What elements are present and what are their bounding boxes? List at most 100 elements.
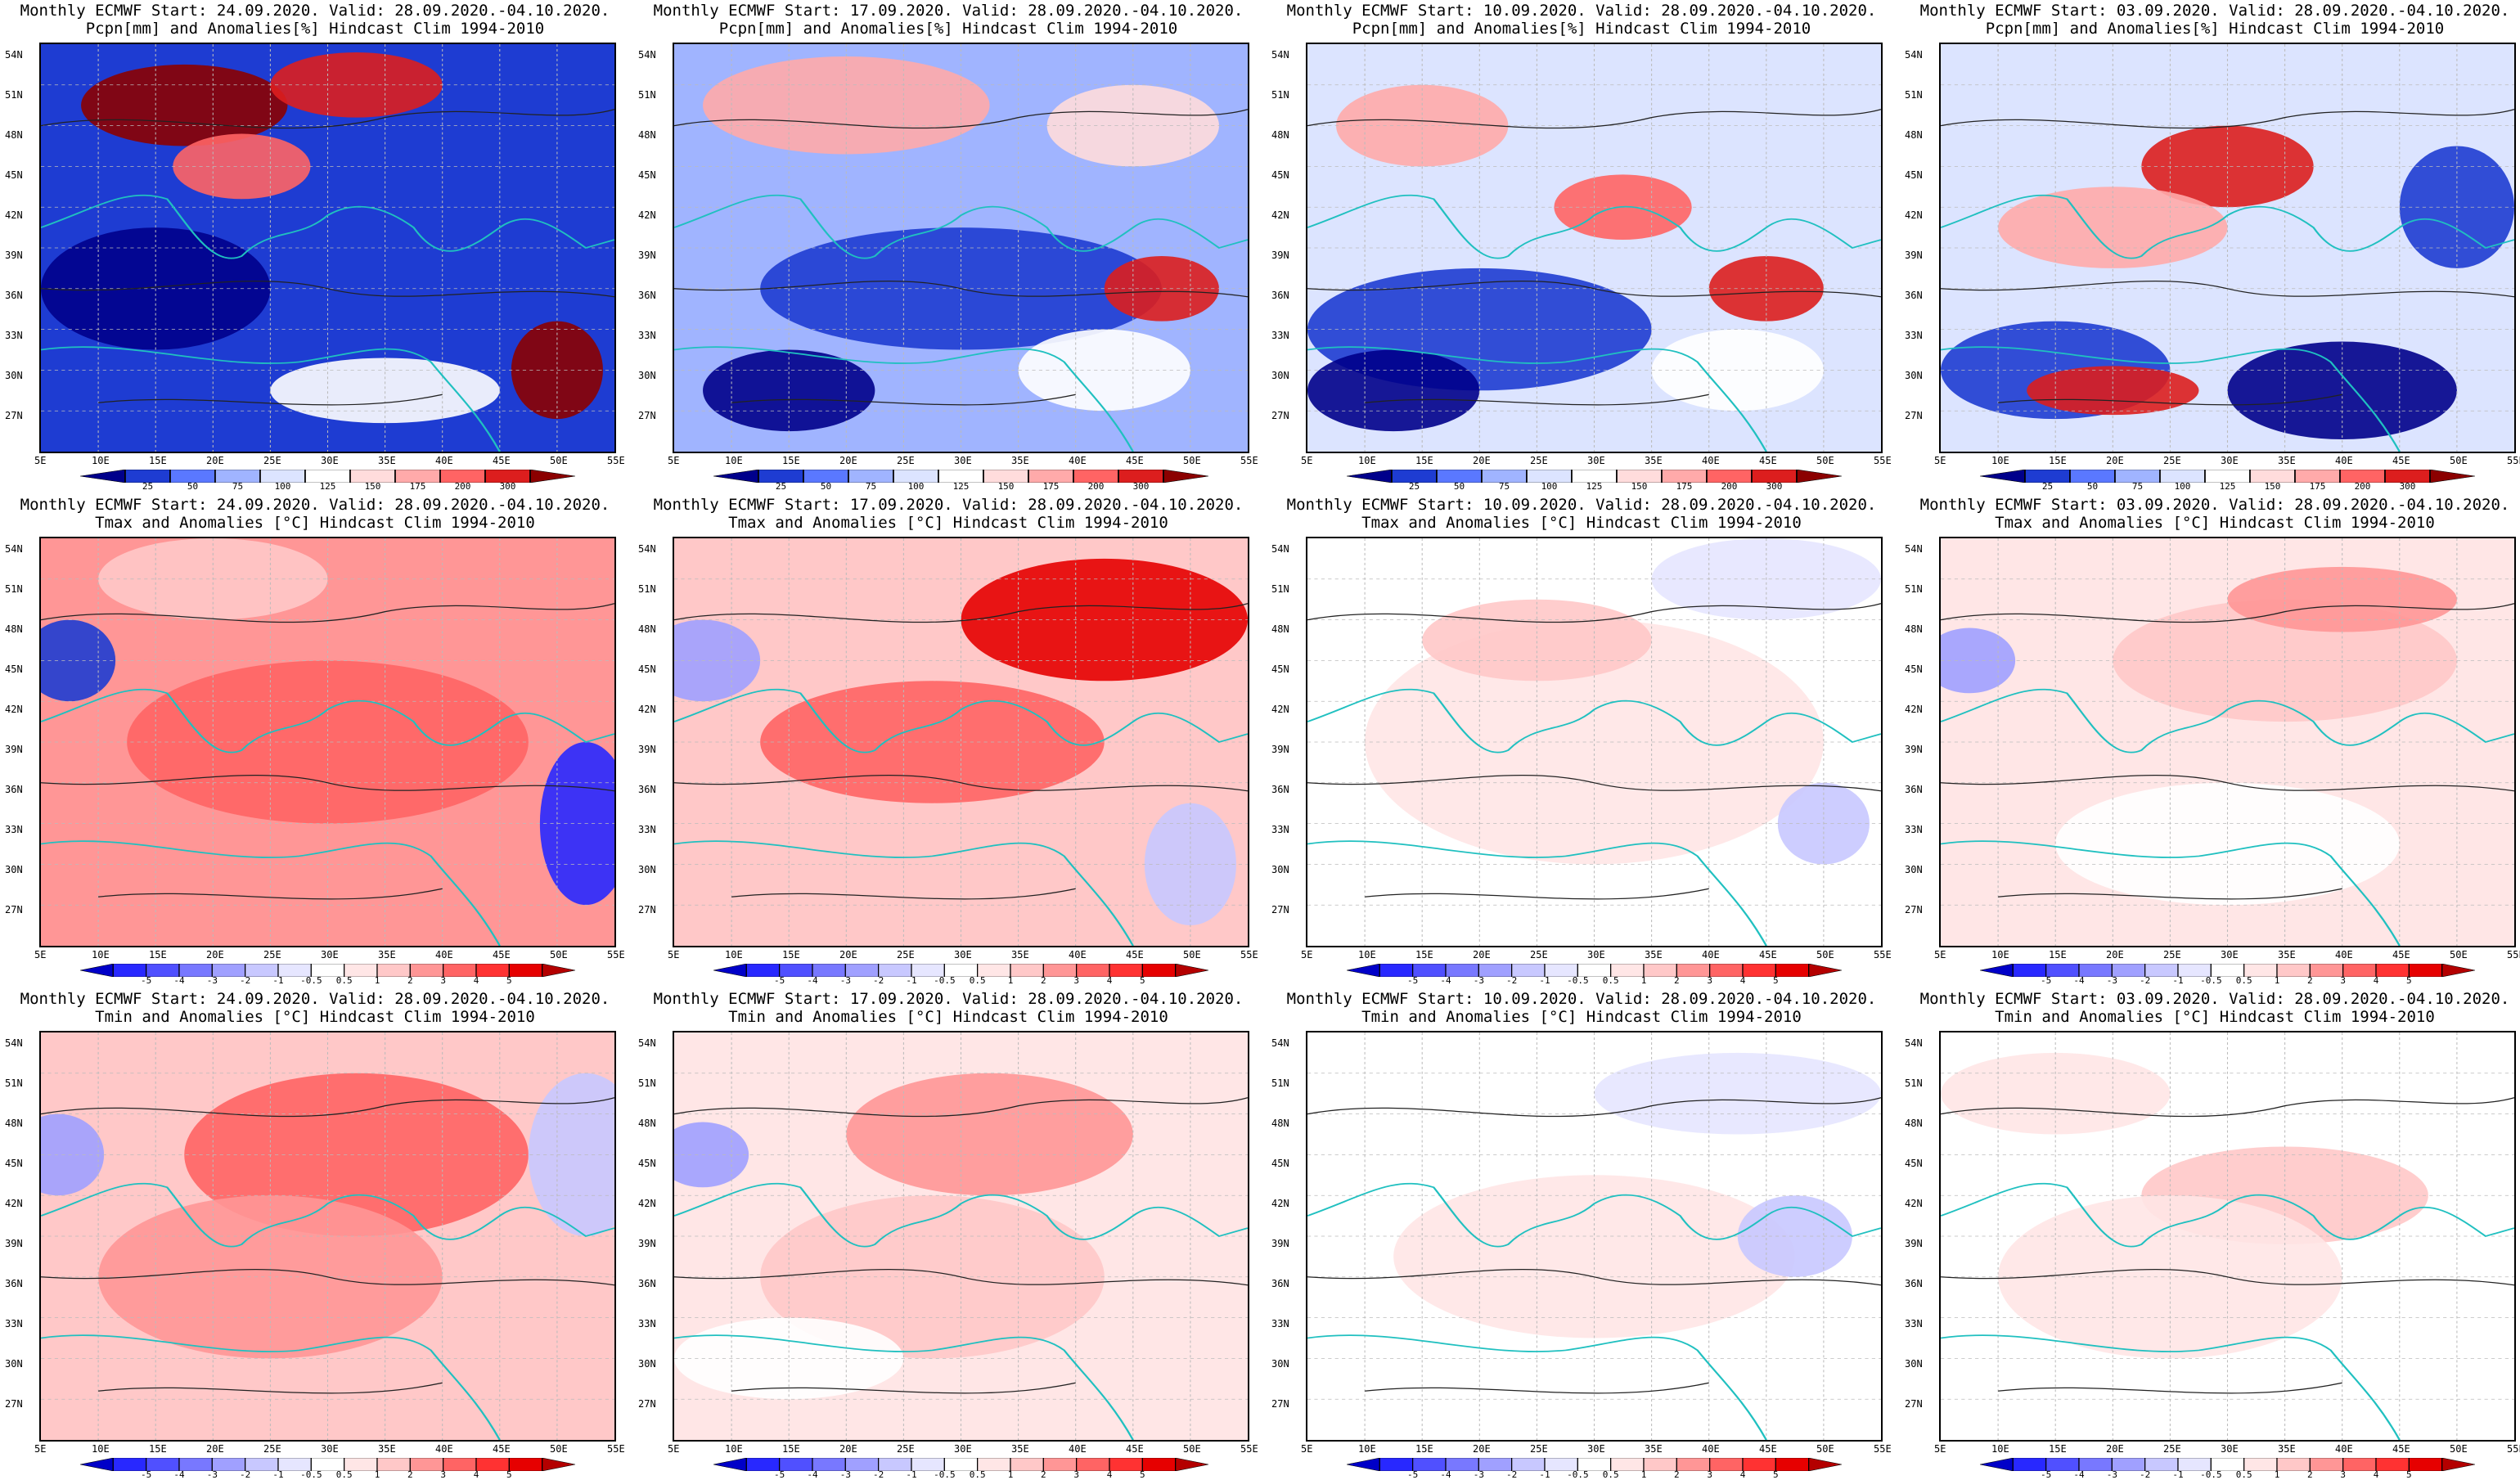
longitude-label: 30E: [1587, 455, 1605, 466]
longitude-label: 10E: [725, 1443, 743, 1455]
colorbar-tick-label: -1: [272, 1469, 284, 1480]
colorbar-tick-label: -2: [873, 975, 884, 986]
colorbar-tick-label: 3: [1073, 1469, 1079, 1480]
colorbar: [1345, 963, 1843, 978]
colorbar: [712, 1457, 1210, 1472]
latitude-label: 30N: [1271, 370, 1289, 381]
longitude-label: 25E: [897, 455, 915, 466]
latitude-label: 54N: [5, 1037, 23, 1049]
longitude-label: 15E: [1415, 455, 1433, 466]
contour-line: [1307, 603, 1881, 900]
longitude-label: 20E: [206, 949, 224, 960]
colorbar-tick-label: 200: [1087, 481, 1105, 492]
longitude-label: 5E: [1934, 1443, 1946, 1455]
anomaly-region: [2227, 341, 2457, 440]
coastline: [674, 1182, 1248, 1440]
latitude-label: 36N: [5, 1278, 23, 1289]
colorbar-tick-label: -4: [173, 975, 185, 986]
longitude-label: 5E: [1934, 949, 1946, 960]
colorbar: [712, 469, 1210, 484]
longitude-label: 40E: [1069, 455, 1087, 466]
latitude-label: 42N: [1271, 1198, 1289, 1209]
colorbar-labels: -5 -4 -3 -2 -1 -0.5 0.5 1 2 3 4 5: [1347, 975, 1842, 986]
colorbar-tick-label: -0.5: [934, 975, 956, 986]
longitude-label: 50E: [2450, 949, 2468, 960]
latitude-label: 54N: [638, 543, 656, 555]
latitude-label: 48N: [1905, 1118, 1923, 1129]
latitude-label: 48N: [1271, 129, 1289, 141]
colorbar-tick-label: 0.5: [969, 1469, 986, 1480]
latitude-label: 45N: [1905, 169, 1923, 181]
colorbar-labels: -5 -4 -3 -2 -1 -0.5 0.5 1 2 3 4 5: [1980, 975, 2475, 986]
colorbar-tick-label: -0.5: [2200, 975, 2222, 986]
colorbar-tick-label: -5: [774, 975, 785, 986]
longitude-label: 40E: [1702, 455, 1720, 466]
latitude-label: 42N: [638, 1198, 656, 1209]
longitude-label: 40E: [2335, 949, 2353, 960]
longitude-label: 55E: [1874, 949, 1892, 960]
colorbar-swatch: [2429, 469, 2477, 484]
latitude-label: 33N: [638, 824, 656, 835]
latitude-label: 45N: [638, 1158, 656, 1169]
latitude-label: 36N: [1271, 290, 1289, 301]
latitude-label: 45N: [638, 169, 656, 181]
panel-title: Monthly ECMWF Start: 03.09.2020. Valid: …: [1919, 2, 2510, 20]
latitude-label: 51N: [1905, 1077, 1923, 1089]
colorbar-labels: 25 50 75 100 125 150 175 200 300: [1980, 481, 2475, 492]
longitude-label: 25E: [1530, 455, 1548, 466]
longitude-label: 5E: [1301, 455, 1313, 466]
anomaly-region: [1336, 84, 1509, 167]
panel-subtitle: Tmax and Anomalies [°C] Hindcast Clim 19…: [728, 514, 1168, 532]
map-area: [673, 1031, 1249, 1442]
latitude-label: 42N: [1905, 704, 1923, 715]
colorbar-tick-label: 5: [506, 1469, 512, 1480]
latitude-label: 27N: [1271, 410, 1289, 421]
colorbar-tick-label: -5: [141, 1469, 152, 1480]
colorbar-tick-label: 100: [274, 481, 291, 492]
colorbar-tick-label: 4: [2373, 1469, 2379, 1480]
longitude-label: 45E: [1126, 949, 1144, 960]
panel-title: Monthly ECMWF Start: 10.09.2020. Valid: …: [1286, 496, 1877, 514]
longitude-label: 5E: [668, 949, 680, 960]
latitude-label: 51N: [1271, 583, 1289, 595]
longitude-label: 15E: [149, 1443, 167, 1455]
latitude-label: 51N: [5, 89, 23, 101]
colorbar-tick-label: 200: [1721, 481, 1738, 492]
colorbar-tick-label: 0.5: [335, 1469, 353, 1480]
longitude-label: 25E: [263, 1443, 281, 1455]
colorbar-tick-label: -5: [774, 1469, 785, 1480]
colorbar-tick-label: -5: [2041, 975, 2052, 986]
colorbar-tick-label: 25: [775, 481, 787, 492]
colorbar-tick-label: 0.5: [969, 975, 986, 986]
longitude-label: 5E: [34, 455, 47, 466]
coastline: [1307, 194, 1881, 452]
colorbar-tick-label: 300: [1132, 481, 1150, 492]
contour-line: [674, 603, 1248, 900]
anomaly-region: [1708, 255, 1824, 322]
longitude-label: 25E: [897, 949, 915, 960]
colorbar-tick-label: -0.5: [300, 975, 322, 986]
latitude-label: 33N: [1271, 1318, 1289, 1329]
colorbar-tick-label: 75: [232, 481, 244, 492]
latitude-label: 27N: [1271, 904, 1289, 915]
colorbar-tick-label: -1: [1539, 1469, 1550, 1480]
longitude-label: 25E: [263, 949, 281, 960]
latitude-label: 33N: [1905, 330, 1923, 341]
latitude-label: 42N: [1905, 1198, 1923, 1209]
colorbar-tick-label: 2: [2307, 1469, 2313, 1480]
longitude-label: 40E: [2335, 455, 2353, 466]
longitude-label: 35E: [1645, 1443, 1663, 1455]
latitude-label: 30N: [5, 864, 23, 875]
longitude-label: 45E: [2392, 949, 2410, 960]
latitude-label: 51N: [1905, 89, 1923, 101]
longitude-label: 20E: [2106, 1443, 2124, 1455]
longitude-label: 30E: [2221, 455, 2239, 466]
colorbar-tick-label: 25: [2041, 481, 2054, 492]
latitude-label: 51N: [638, 89, 656, 101]
latitude-label: 27N: [1271, 1398, 1289, 1410]
longitude-label: 45E: [493, 949, 511, 960]
colorbar-tick-label: 5: [506, 975, 512, 986]
colorbar-tick-label: -3: [2106, 975, 2117, 986]
colorbar-tick-label: -5: [141, 975, 152, 986]
colorbar-tick-label: -2: [240, 975, 251, 986]
